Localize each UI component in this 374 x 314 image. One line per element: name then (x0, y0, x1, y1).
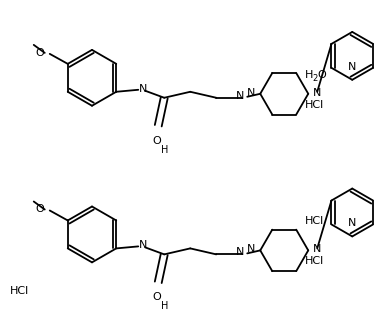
Text: N: N (348, 62, 356, 72)
Text: N: N (313, 244, 322, 254)
Text: H: H (160, 301, 168, 311)
Text: O: O (35, 48, 44, 58)
Text: N: N (247, 88, 255, 98)
Text: HCl: HCl (305, 100, 324, 110)
Text: H: H (160, 145, 168, 155)
Text: 2: 2 (312, 74, 317, 83)
Text: H: H (305, 70, 313, 80)
Text: O: O (153, 292, 162, 302)
Text: N: N (139, 84, 148, 94)
Text: N: N (236, 91, 245, 101)
Text: HCl: HCl (305, 256, 324, 266)
Text: N: N (247, 244, 255, 254)
Text: N: N (139, 241, 148, 250)
Text: O: O (317, 70, 326, 80)
Text: O: O (153, 136, 162, 146)
Text: HCl: HCl (10, 286, 29, 296)
Text: N: N (313, 88, 322, 98)
Text: HCl: HCl (305, 216, 324, 226)
Text: O: O (35, 204, 44, 214)
Text: N: N (236, 247, 245, 257)
Text: N: N (348, 219, 356, 229)
